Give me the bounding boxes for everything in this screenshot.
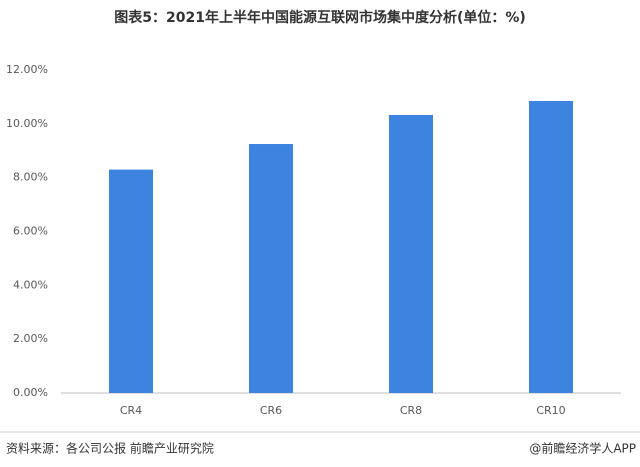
bar	[249, 144, 293, 393]
y-tick-label: 12.00%	[6, 63, 48, 76]
bar	[109, 169, 153, 393]
bar	[389, 114, 433, 393]
y-tick-label: 6.00%	[13, 225, 48, 238]
y-tick-label: 8.00%	[13, 171, 48, 184]
x-tick-label: CR4	[120, 404, 142, 417]
y-tick-label: 0.00%	[13, 386, 48, 399]
chart-title: 图表5：2021年上半年中国能源互联网市场集中度分析(单位：%)	[114, 9, 526, 26]
source: 资料来源：各公司公报 前瞻产业研究院	[6, 441, 214, 456]
y-tick-label: 2.00%	[13, 332, 48, 345]
x-tick-label: CR6	[260, 404, 282, 417]
credit: @前瞻经济学人APP	[529, 441, 636, 456]
x-tick-label: CR10	[536, 404, 565, 417]
y-tick-label: 4.00%	[13, 278, 48, 291]
bar	[529, 100, 573, 394]
x-tick-label: CR8	[400, 404, 422, 417]
y-tick-label: 10.00%	[6, 117, 48, 130]
